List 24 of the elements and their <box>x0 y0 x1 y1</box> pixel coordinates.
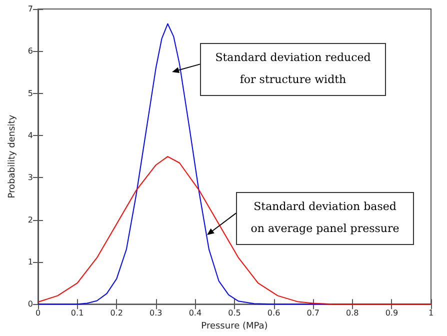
x-tick-label: 0.3 <box>150 308 162 318</box>
x-tick-label: 0.1 <box>70 308 84 318</box>
x-tick-label: 0.7 <box>306 308 320 318</box>
annotation: Standard deviation reduced for structure width <box>200 43 386 96</box>
x-tick-label: 0.2 <box>110 308 123 318</box>
x-tick-label: 0.5 <box>228 308 241 318</box>
y-tick-label: 2 <box>28 215 33 224</box>
y-tick-label: 0 <box>28 300 33 309</box>
annotation: Standard deviation based on average panel pressure <box>236 192 414 245</box>
x-tick-label: 0.9 <box>385 308 398 318</box>
y-axis-title: Probability density <box>8 114 18 198</box>
x-tick-label: 0.4 <box>188 308 202 318</box>
y-tick-label: 4 <box>28 130 33 140</box>
x-tick-label: 0.6 <box>267 308 280 318</box>
y-tick-label: 1 <box>28 257 33 266</box>
y-tick-label: 6 <box>28 46 33 56</box>
y-tick-label: 3 <box>28 173 33 182</box>
line-series <box>37 156 432 305</box>
y-tick-label: 7 <box>28 4 33 14</box>
x-axis-title: Pressure (MPa) <box>201 322 268 332</box>
x-tick-label: 0 <box>35 308 41 318</box>
x-tick-label: 1 <box>428 308 434 318</box>
y-tick-label: 5 <box>28 88 33 98</box>
x-tick-label: 0.8 <box>346 308 359 318</box>
